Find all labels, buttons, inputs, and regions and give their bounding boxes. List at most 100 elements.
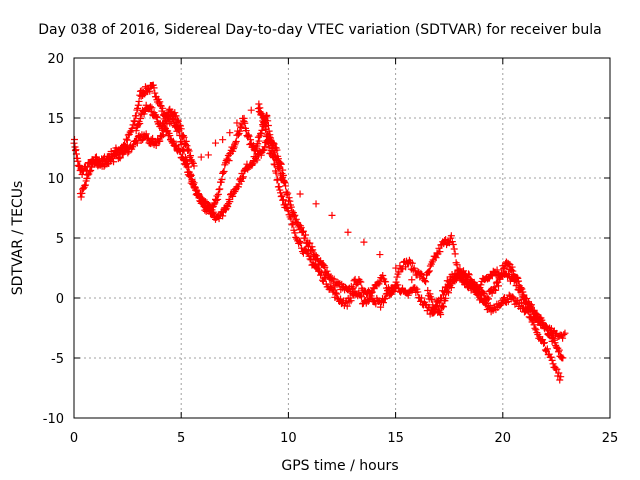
data-point	[190, 162, 198, 170]
chart-title: Day 038 of 2016, Sidereal Day-to-day VTE…	[38, 22, 601, 38]
data-point	[320, 262, 328, 270]
data-point	[540, 339, 548, 347]
data-point	[179, 133, 187, 141]
data-point	[146, 87, 154, 95]
data-point	[213, 192, 221, 200]
x-tick-labels: 0 5 10 15 20 25	[70, 431, 618, 446]
data-point	[181, 141, 189, 149]
data-point	[77, 193, 85, 201]
data-point	[179, 155, 187, 163]
data-point	[172, 112, 180, 120]
data-point	[376, 251, 384, 259]
data-point	[195, 191, 203, 199]
data-point	[190, 183, 198, 191]
data-point	[414, 288, 422, 296]
data-point	[286, 197, 294, 205]
data-point	[214, 190, 222, 198]
data-point	[275, 183, 283, 191]
y-tick-labels: -10 -5 0 5 10 15 20	[43, 52, 64, 427]
data-point	[408, 276, 416, 284]
data-point	[226, 198, 234, 206]
data-point	[296, 237, 304, 245]
data-point	[465, 271, 473, 279]
data-point	[426, 290, 434, 298]
data-point	[156, 98, 164, 106]
data-point	[206, 202, 214, 210]
data-point	[187, 156, 195, 164]
data-point	[171, 109, 179, 117]
data-point	[289, 220, 297, 228]
x-tick-label: 0	[70, 431, 78, 446]
data-point	[153, 113, 161, 121]
data-point	[520, 294, 528, 302]
data-point	[381, 294, 389, 302]
data-point	[182, 137, 190, 145]
data-point	[309, 246, 317, 254]
data-point	[443, 287, 451, 295]
data-point	[559, 334, 567, 342]
data-point	[281, 179, 289, 187]
data-point	[215, 215, 223, 223]
data-point	[537, 316, 545, 324]
data-point	[282, 200, 290, 208]
data-point	[135, 97, 143, 105]
y-tick-label: 0	[56, 292, 64, 307]
data-point	[277, 189, 285, 197]
data-point	[297, 224, 305, 232]
data-points	[70, 81, 569, 384]
data-point	[140, 110, 148, 118]
data-point	[382, 278, 390, 286]
data-point	[508, 263, 516, 271]
data-point	[307, 256, 315, 264]
data-point	[555, 348, 563, 356]
data-point	[212, 139, 220, 147]
data-point	[480, 289, 488, 297]
data-point	[197, 153, 205, 161]
data-point	[432, 303, 440, 311]
data-point	[495, 274, 503, 282]
data-point	[332, 289, 340, 297]
data-point	[225, 157, 233, 165]
data-point	[274, 155, 282, 163]
data-point	[493, 266, 501, 274]
data-point	[255, 137, 263, 145]
data-point	[123, 136, 131, 144]
data-point	[234, 131, 242, 139]
data-point	[158, 124, 166, 132]
data-point	[242, 127, 250, 135]
data-point	[133, 123, 141, 131]
data-point	[556, 376, 564, 384]
y-tick-label: -10	[43, 412, 64, 427]
data-point	[263, 112, 271, 120]
data-point	[543, 345, 551, 353]
data-point	[132, 127, 140, 135]
data-point	[110, 158, 118, 166]
data-point	[422, 278, 430, 286]
data-point	[224, 155, 232, 163]
data-point	[302, 231, 310, 239]
data-point	[285, 194, 293, 202]
axis-ticks	[73, 57, 611, 419]
data-point	[260, 146, 268, 154]
data-point	[150, 84, 158, 92]
data-point	[421, 277, 429, 285]
data-point	[133, 139, 141, 147]
data-point	[219, 136, 227, 144]
data-point	[557, 373, 565, 381]
data-point	[269, 154, 277, 162]
data-point	[271, 161, 279, 169]
data-point	[86, 168, 94, 176]
data-point	[497, 273, 505, 281]
data-point	[297, 239, 305, 247]
data-point	[296, 190, 304, 198]
data-point	[449, 241, 457, 249]
data-point	[277, 160, 285, 168]
data-point	[278, 192, 286, 200]
data-point	[392, 264, 400, 272]
data-point	[358, 293, 366, 301]
data-point	[451, 250, 459, 258]
data-point	[128, 124, 136, 132]
data-point	[385, 291, 393, 299]
data-point	[498, 299, 506, 307]
data-point	[517, 286, 525, 294]
